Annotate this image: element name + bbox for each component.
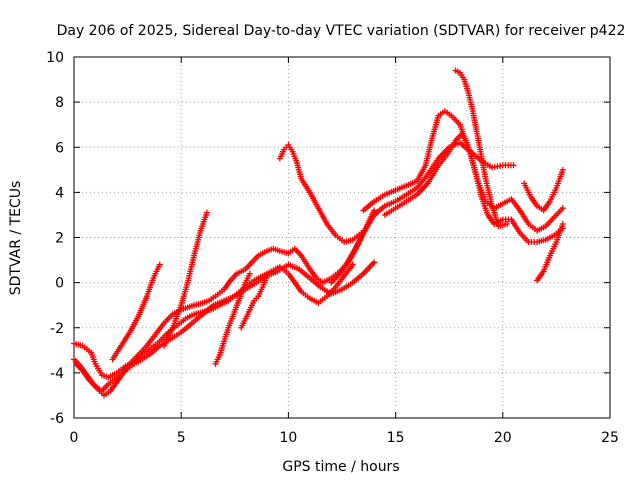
chart-title: Day 206 of 2025, Sidereal Day-to-day VTE… xyxy=(57,23,626,39)
x-tick-label: 0 xyxy=(70,430,79,446)
series-track-14 xyxy=(521,166,566,214)
series-track-8 xyxy=(276,141,365,246)
data-point xyxy=(203,209,210,216)
data-point xyxy=(263,272,270,279)
series-track-4 xyxy=(109,261,163,363)
x-axis-label: GPS time / hours xyxy=(282,459,399,475)
y-tick-label: -2 xyxy=(50,321,64,337)
series-track-3 xyxy=(73,261,356,394)
data-point xyxy=(349,261,356,268)
data-point xyxy=(371,259,378,266)
y-tick-label: -4 xyxy=(50,366,64,382)
y-tick-label: 10 xyxy=(46,50,64,66)
data-point xyxy=(510,162,517,169)
y-axis-label: SDTVAR / TECUs xyxy=(8,181,24,296)
data-point xyxy=(156,261,163,268)
data-marks xyxy=(71,67,566,399)
x-tick-label: 15 xyxy=(387,430,405,446)
x-tick-label: 5 xyxy=(177,430,186,446)
x-tick-label: 10 xyxy=(279,430,297,446)
data-point xyxy=(559,220,566,227)
series-track-5 xyxy=(161,209,210,349)
x-tick-label: 25 xyxy=(601,430,619,446)
data-point xyxy=(504,220,511,227)
data-point xyxy=(559,166,566,173)
series-track-13 xyxy=(534,220,566,284)
series-track-11 xyxy=(381,130,566,246)
series-track-6 xyxy=(212,270,253,367)
x-tick-label: 20 xyxy=(494,430,512,446)
data-point xyxy=(246,270,253,277)
series-track-10 xyxy=(360,108,566,234)
y-tick-label: 2 xyxy=(55,231,64,247)
y-tick-label: 0 xyxy=(55,276,64,292)
series-track-9 xyxy=(328,139,517,286)
y-tick-label: -6 xyxy=(50,411,64,427)
y-tick-label: 4 xyxy=(55,185,64,201)
y-tick-label: 6 xyxy=(55,140,64,156)
axis-ticks: 0 5 10 15 20 25 -6 -4 -2 0 2 4 6 8 10 xyxy=(46,50,619,446)
y-tick-label: 8 xyxy=(55,95,64,111)
series-track-12 xyxy=(452,67,511,230)
series-track-7 xyxy=(238,272,270,331)
data-point xyxy=(559,205,566,212)
